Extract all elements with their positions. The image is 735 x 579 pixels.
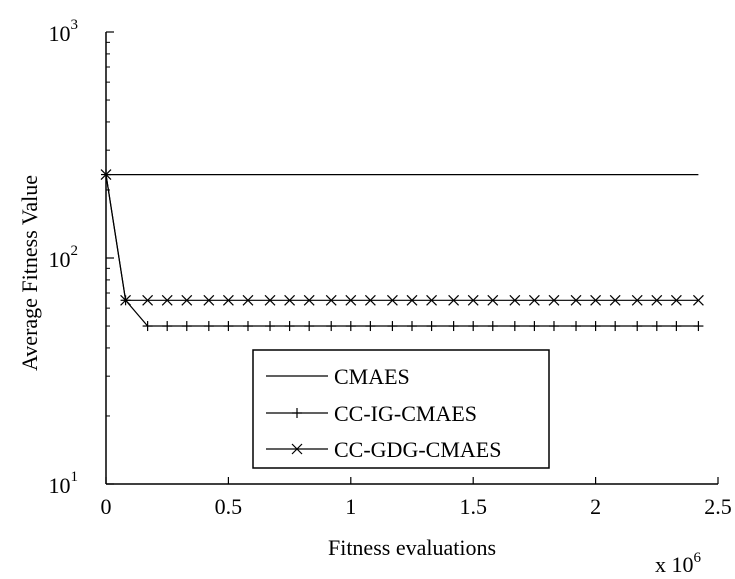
data-point-cc-ig-cmaes xyxy=(487,321,498,332)
data-point-cc-gdg-cmaes xyxy=(386,294,398,306)
legend-item-cc-ig-cmaes: CC-IG-CMAES xyxy=(266,401,477,426)
data-point-cc-gdg-cmaes xyxy=(284,294,296,306)
y-axis-ticks: 101 102 103 xyxy=(49,17,114,498)
data-point-cc-ig-cmaes xyxy=(203,321,214,332)
data-point-cc-gdg-cmaes xyxy=(242,294,254,306)
data-point-cc-ig-cmaes xyxy=(529,321,540,332)
y-tick-label: 101 xyxy=(49,469,79,498)
series-line-cc-ig-cmaes xyxy=(105,174,699,327)
data-point-cc-ig-cmaes xyxy=(284,321,295,332)
data-point-cc-gdg-cmaes xyxy=(487,294,499,306)
data-point-cc-ig-cmaes xyxy=(265,321,276,332)
y-tick-label: 103 xyxy=(49,17,79,46)
data-point-cc-ig-cmaes xyxy=(304,321,315,332)
x-tick-label: 2.5 xyxy=(704,494,732,519)
x-axis-label: Fitness evaluations xyxy=(328,535,496,560)
data-point-cc-gdg-cmaes xyxy=(203,294,215,306)
legend: CMAES CC-IG-CMAES CC-GDG-CMAES xyxy=(252,349,550,469)
data-point-cc-gdg-cmaes xyxy=(345,294,357,306)
data-point-cc-ig-cmaes xyxy=(345,321,356,332)
data-point-cc-gdg-cmaes xyxy=(448,294,460,306)
x-tick-label: 1 xyxy=(345,494,356,519)
data-point-cc-ig-cmaes xyxy=(590,321,601,332)
legend-label: CC-IG-CMAES xyxy=(334,401,477,426)
data-point-cc-ig-cmaes xyxy=(468,321,479,332)
series-layer xyxy=(100,169,704,332)
data-point-cc-gdg-cmaes xyxy=(100,169,112,180)
data-point-cc-gdg-cmaes xyxy=(222,294,234,306)
legend-item-cmaes: CMAES xyxy=(266,364,410,389)
data-point-cc-ig-cmaes xyxy=(142,321,153,332)
legend-box xyxy=(252,349,550,469)
data-point-cc-ig-cmaes xyxy=(407,321,417,332)
data-point-cc-ig-cmaes xyxy=(387,321,398,332)
data-point-cc-gdg-cmaes xyxy=(142,294,154,306)
x-tick-label: 0.5 xyxy=(215,494,243,519)
legend-marker xyxy=(291,443,303,455)
data-point-cc-gdg-cmaes xyxy=(303,294,315,306)
data-point-cc-gdg-cmaes xyxy=(670,294,682,306)
data-point-cc-ig-cmaes xyxy=(448,321,459,332)
data-point-cc-gdg-cmaes xyxy=(631,294,643,306)
legend-item-cc-gdg-cmaes: CC-GDG-CMAES xyxy=(266,437,501,462)
data-point-cc-gdg-cmaes xyxy=(181,294,193,306)
data-point-cc-gdg-cmaes xyxy=(467,294,479,306)
data-point-cc-ig-cmaes xyxy=(548,321,559,332)
data-point-cc-ig-cmaes xyxy=(181,321,192,332)
legend-label: CMAES xyxy=(334,364,410,389)
data-point-cc-gdg-cmaes xyxy=(364,294,376,306)
x-tick-label: 1.5 xyxy=(459,494,487,519)
data-point-cc-gdg-cmaes xyxy=(120,294,132,306)
data-point-cc-gdg-cmaes xyxy=(426,294,438,306)
data-point-cc-gdg-cmaes xyxy=(692,294,704,306)
data-point-cc-gdg-cmaes xyxy=(325,294,337,306)
data-point-cc-ig-cmaes xyxy=(651,321,662,332)
data-point-cc-gdg-cmaes xyxy=(548,294,560,306)
series-line-cc-gdg-cmaes xyxy=(105,174,699,301)
data-point-cc-ig-cmaes xyxy=(326,321,337,332)
x-multiplier: x 106 xyxy=(655,550,702,577)
data-point-cc-gdg-cmaes xyxy=(590,294,602,306)
data-point-cc-gdg-cmaes xyxy=(264,294,276,306)
data-point-cc-ig-cmaes xyxy=(426,321,437,332)
data-point-cc-gdg-cmaes xyxy=(651,294,663,306)
legend-marker xyxy=(292,408,302,418)
data-point-cc-ig-cmaes xyxy=(632,321,643,332)
data-point-cc-gdg-cmaes xyxy=(570,294,582,306)
data-point-cc-ig-cmaes xyxy=(671,321,682,332)
series-cc-ig-cmaes xyxy=(101,169,704,332)
data-point-cc-gdg-cmaes xyxy=(609,294,621,306)
data-point-cc-gdg-cmaes xyxy=(406,294,418,306)
data-point-cc-ig-cmaes xyxy=(693,321,704,332)
data-point-cc-ig-cmaes xyxy=(571,321,582,332)
data-point-cc-ig-cmaes xyxy=(162,321,173,332)
x-tick-label: 0 xyxy=(101,494,112,519)
series-cc-gdg-cmaes xyxy=(100,169,704,306)
data-point-cc-ig-cmaes xyxy=(242,321,253,332)
data-point-cc-ig-cmaes xyxy=(509,321,520,332)
data-point-cc-gdg-cmaes xyxy=(161,294,173,306)
y-axis-label: Average Fitness Value xyxy=(17,175,42,371)
data-point-cc-gdg-cmaes xyxy=(528,294,540,306)
data-point-cc-ig-cmaes xyxy=(365,321,376,332)
data-point-cc-ig-cmaes xyxy=(610,321,621,332)
x-tick-label: 2 xyxy=(590,494,601,519)
data-point-cc-gdg-cmaes xyxy=(509,294,521,306)
y-tick-label: 102 xyxy=(49,243,79,272)
legend-label: CC-GDG-CMAES xyxy=(334,437,501,462)
x-axis-ticks: 0 0.5 1 1.5 2 2.5 xyxy=(101,477,732,519)
data-point-cc-ig-cmaes xyxy=(223,321,234,332)
